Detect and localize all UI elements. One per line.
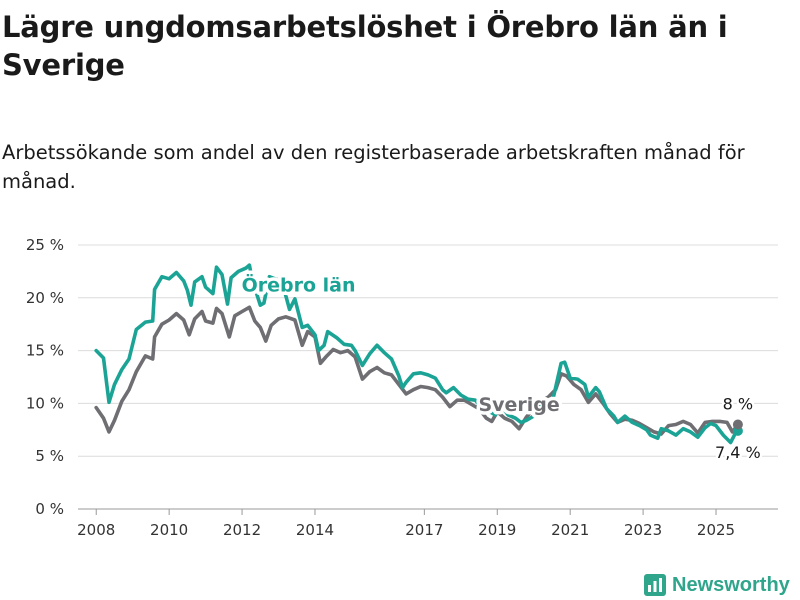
chart-subtitle: Arbetssökande som andel av den registerb… [2,141,745,193]
line-chart: 0 %5 %10 %15 %20 %25 % 2008 2010 2012 2014 2… [26,236,778,539]
series-lines [94,263,743,445]
y-tick-label: 15 % [26,342,64,360]
chart-logo-icon [644,574,666,596]
series-line-sverige [94,305,740,436]
x-tick-label: 2012 [223,521,261,539]
series-line-orebro [94,263,740,445]
y-tick-label: 10 % [26,394,64,412]
end-value-label: 8 % [723,395,753,414]
series-label: Örebro län [242,272,356,296]
x-axis-ticks: 2008 2010 2012 2014 2017 2019 2021 2023 2025 [77,509,735,539]
x-tick-label: 2021 [551,521,589,539]
brand-name: Newsworthy [672,573,790,596]
x-tick-label: 2017 [405,521,443,539]
end-value-label: 7,4 % [715,443,761,462]
y-axis-ticks: 0 % 5 % 10 % 15 % 20 % 25 % [26,236,64,518]
y-tick-label: 5 % [35,447,64,465]
series-label: Sverige [478,394,559,416]
y-tick-label: 20 % [26,289,64,307]
x-tick-label: 2008 [77,521,115,539]
series-labels: Örebro län Sverige 8 % 7,4 % [238,269,763,464]
x-tick-label: 2014 [296,521,334,539]
chart-title: Lägre ungdomsarbetslöshet i Örebro län ä… [2,10,728,82]
gridlines [78,244,778,510]
x-tick-label: 2019 [478,521,516,539]
newsworthy-logo: Newsworthy [644,570,790,600]
end-point-marker [732,419,743,430]
x-tick-label: 2025 [697,521,735,539]
x-tick-label: 2010 [150,521,188,539]
y-tick-label: 25 % [26,236,64,254]
y-tick-label: 0 % [35,500,64,518]
x-tick-label: 2023 [624,521,662,539]
